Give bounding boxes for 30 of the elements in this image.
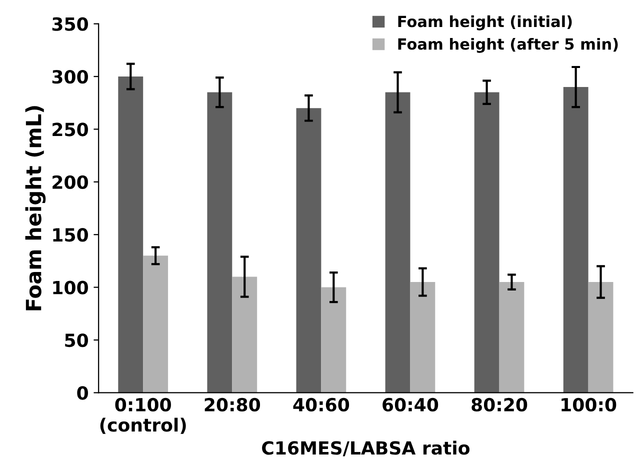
bar <box>499 282 524 393</box>
x-tick-label: 40:60 <box>293 398 350 412</box>
x-tick-label: 20:80 <box>204 398 260 412</box>
bar <box>296 108 322 393</box>
x-tick-label: 60:40 <box>382 398 438 412</box>
bar <box>207 92 232 393</box>
bar <box>232 276 258 393</box>
x-tick-label: 0:100 (control) <box>100 398 186 434</box>
bar <box>385 92 410 393</box>
legend-label: Foam height (initial) <box>398 15 572 30</box>
y-tick-label: 150 <box>53 228 88 242</box>
bar <box>410 282 436 393</box>
y-tick-label: 250 <box>52 122 88 136</box>
x-tick-label: 100:0 <box>562 398 616 412</box>
bar <box>118 76 144 393</box>
bar <box>588 282 614 393</box>
bar <box>563 87 588 393</box>
bar <box>321 287 346 393</box>
y-tick-label: 350 <box>52 17 88 31</box>
y-tick-label: 50 <box>65 333 88 348</box>
y-axis-title: Foam height (mL) <box>25 106 46 310</box>
y-tick-label: 0 <box>77 386 88 400</box>
y-tick-label: 100 <box>53 280 88 294</box>
x-tick-label: 80:20 <box>472 398 528 412</box>
x-axis-title: C16MES/LABSA ratio <box>262 440 470 456</box>
y-tick-label: 300 <box>52 70 88 84</box>
legend-label: Foam height (after 5 min) <box>398 38 618 53</box>
y-tick-label: 200 <box>52 175 88 190</box>
bar <box>143 256 168 393</box>
bar <box>474 92 500 393</box>
